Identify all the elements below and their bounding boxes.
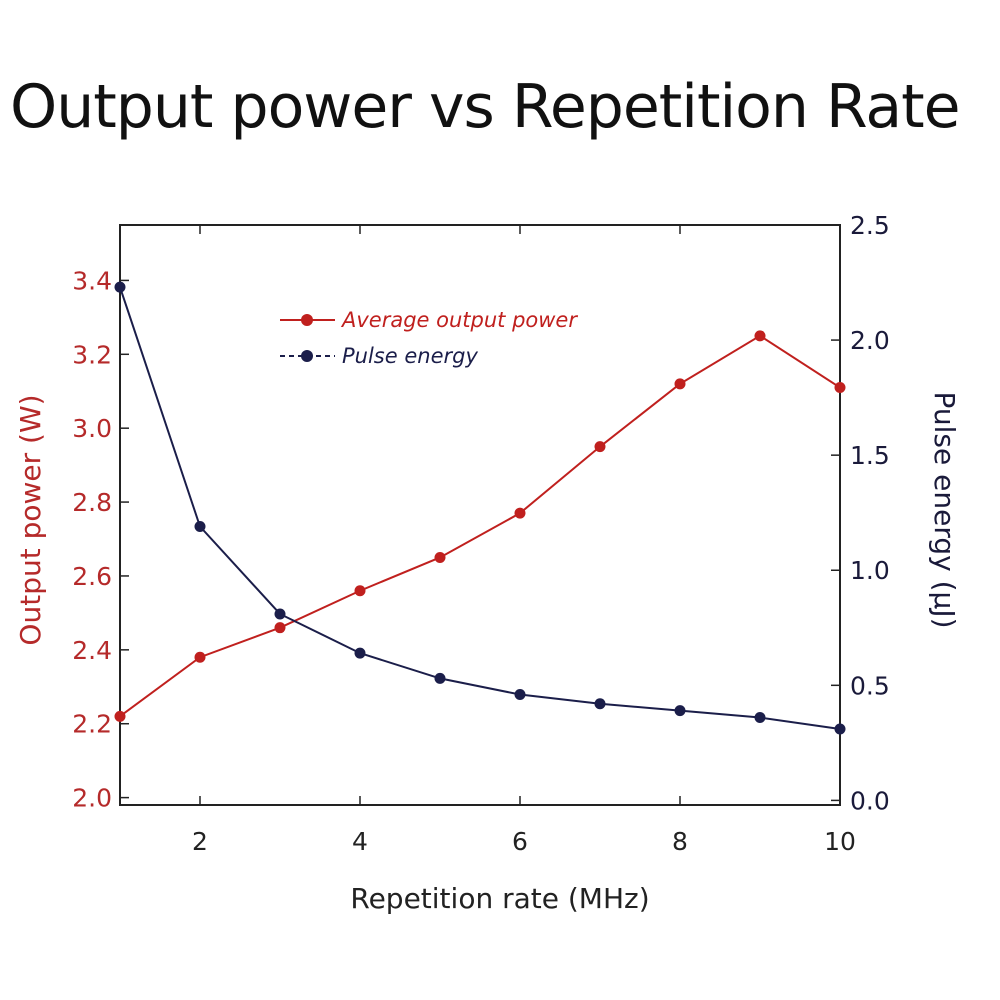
- series-line-1: [119, 334, 841, 718]
- y-left-tick-label: 2.2: [72, 710, 112, 739]
- series-line-2: [119, 286, 841, 731]
- y-right-tick-label: 0.0: [850, 786, 890, 815]
- data-point-series-1: [434, 551, 446, 563]
- data-point-series-1: [594, 441, 606, 453]
- y-right-axis-label: Pulse energy (µJ): [928, 391, 961, 628]
- legend-label-2: Pulse energy: [342, 344, 478, 368]
- x-tick-label: 2: [192, 827, 208, 856]
- y-right-tick-label: 0.5: [850, 671, 890, 700]
- y-left-tick-label: 3.2: [72, 340, 112, 369]
- y-right-tick-label: 2.5: [850, 211, 890, 240]
- y-left-axis-label: Output power (W): [14, 394, 47, 645]
- data-point-series-2: [114, 281, 126, 293]
- data-point-series-2: [754, 712, 766, 724]
- data-point-series-1: [834, 382, 846, 394]
- legend: Average output power Pulse energy: [280, 308, 578, 368]
- x-tick-label: 8: [672, 827, 688, 856]
- data-point-series-2: [194, 521, 206, 533]
- data-point-series-2: [514, 689, 526, 701]
- series-layer: [114, 281, 846, 735]
- data-point-series-1: [674, 378, 686, 390]
- y-left-tick-label: 2.0: [72, 784, 112, 813]
- data-point-series-1: [754, 330, 766, 342]
- data-point-series-2: [674, 705, 686, 717]
- y-left-tick-label: 2.8: [72, 488, 112, 517]
- data-point-series-2: [434, 672, 446, 684]
- data-point-series-1: [114, 710, 126, 722]
- data-point-series-2: [274, 608, 286, 620]
- data-point-series-2: [354, 647, 366, 659]
- y-left-tick-label: 2.6: [72, 562, 112, 591]
- y-left-tick-label: 2.4: [72, 636, 112, 665]
- x-axis-label: Repetition rate (MHz): [350, 882, 649, 915]
- y-right-tick-label: 1.0: [850, 556, 890, 585]
- axes-layer: 2 4 6 8 10 2.0 2.2 2.4 2.6 2.8 3.0 3.2 3.4 0.0 0.5 1.0 1…: [14, 211, 961, 915]
- data-point-series-1: [514, 507, 526, 519]
- y-right-tick-label: 1.5: [850, 441, 890, 470]
- data-point-series-2: [594, 698, 606, 710]
- legend-marker-2: [301, 350, 313, 362]
- y-right-tick-label: 2.0: [850, 326, 890, 355]
- data-point-series-1: [274, 622, 286, 634]
- legend-marker-1: [301, 314, 313, 326]
- x-tick-label: 6: [512, 827, 528, 856]
- legend-label-1: Average output power: [340, 308, 578, 332]
- x-tick-label: 10: [824, 827, 856, 856]
- data-point-series-1: [194, 651, 206, 663]
- y-left-tick-label: 3.0: [72, 414, 112, 443]
- data-point-series-2: [834, 723, 846, 735]
- chart-title: Output power vs Repetition Rate: [10, 72, 961, 142]
- x-tick-label: 4: [352, 827, 368, 856]
- y-left-tick-label: 3.4: [72, 266, 112, 295]
- data-point-series-1: [354, 585, 366, 597]
- plot-frame: [119, 224, 841, 806]
